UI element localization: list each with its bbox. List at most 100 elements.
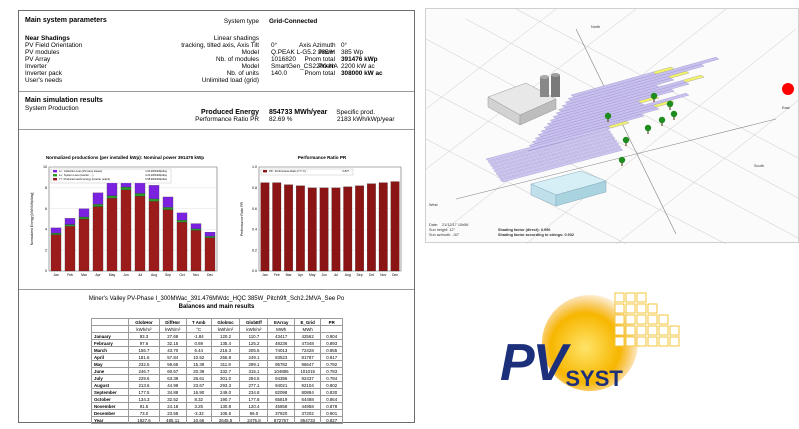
row-label: June bbox=[90, 367, 130, 375]
table-cell: 177.8 bbox=[239, 395, 269, 403]
table-cell: 105.5 bbox=[210, 409, 241, 417]
x-tick-label: Aug bbox=[151, 273, 157, 277]
legend-series-value: 1.03 kWh/kWp/day bbox=[145, 169, 167, 173]
table-subtitle: Balances and main results bbox=[178, 304, 255, 310]
pv-array-label: PV Array bbox=[25, 56, 51, 63]
table-cell: 134.3 bbox=[128, 395, 160, 403]
pv-array-rows bbox=[485, 56, 720, 183]
table-cell: 249.1 bbox=[239, 353, 269, 361]
pvsyst-logo: PVSYST bbox=[500, 283, 710, 403]
logo-cell bbox=[647, 303, 658, 314]
balances-table: GlobHor DiffHor T Amb GlobInc GlobEff EArray E… bbox=[90, 318, 343, 424]
table-cell: 277.1 bbox=[239, 381, 269, 389]
specific-prod-label: Specific prod. bbox=[336, 109, 375, 116]
logo-cell bbox=[636, 336, 647, 347]
table-cell: 301.0 bbox=[210, 374, 241, 382]
logo-cell bbox=[625, 325, 636, 336]
pr-value: 82.69 % bbox=[269, 116, 293, 123]
bar-7a22e0 bbox=[204, 232, 216, 237]
x-tick-label: Oct bbox=[369, 273, 374, 277]
table-cell: 81787 bbox=[293, 353, 322, 361]
bar-9c1c1c bbox=[64, 226, 76, 272]
row-label: November bbox=[90, 402, 130, 410]
bar-9c1c1c bbox=[106, 198, 118, 272]
results-title: Main simulation results bbox=[25, 97, 103, 104]
column-header bbox=[90, 318, 130, 326]
tree-trunk bbox=[673, 115, 675, 120]
legend-series-name: Ls : System Loss (inverter, ...) bbox=[59, 173, 93, 177]
table-cell: 2475.8 bbox=[239, 416, 269, 424]
table-cell: 0.864 bbox=[320, 395, 343, 403]
tree-icon bbox=[666, 100, 674, 108]
row-label: May bbox=[90, 360, 130, 368]
bar-2a9a2a bbox=[92, 204, 104, 207]
produced-energy-label: Produced Energy bbox=[201, 109, 259, 116]
near-shadings-label: Near Shadings bbox=[25, 35, 70, 42]
logo-cell bbox=[647, 325, 658, 336]
y-tick-label: 0.6 bbox=[252, 207, 257, 211]
tree-trunk bbox=[607, 117, 609, 122]
tree-trunk bbox=[621, 161, 623, 166]
tracker-row bbox=[495, 141, 620, 177]
table-cell: 82098 bbox=[267, 388, 295, 396]
table-cell: 44958 bbox=[293, 402, 322, 410]
column-header: EArray bbox=[267, 318, 295, 326]
bar-7a22e0 bbox=[148, 185, 160, 199]
sun-marker[interactable] bbox=[782, 83, 794, 95]
x-tick-label: Jan bbox=[53, 273, 59, 277]
table-cell: 0.784 bbox=[320, 374, 343, 382]
trees bbox=[604, 92, 678, 166]
x-tick-label: Sep bbox=[357, 273, 363, 277]
column-unit: kWh/m² bbox=[239, 325, 269, 333]
legend-box bbox=[50, 168, 172, 184]
column-header: GlobEff bbox=[239, 318, 269, 326]
column-unit: MWh bbox=[267, 325, 295, 333]
table-cell: 72428 bbox=[293, 346, 322, 354]
table-cell: 1927.6 bbox=[128, 416, 160, 424]
units-row: kWh/m² kWh/m² °C kWh/m² kWh/m² MWh MWh bbox=[90, 325, 343, 333]
table-cell: 92437 bbox=[293, 374, 322, 382]
y-tick-label: 10 bbox=[43, 165, 47, 169]
table-cell: 80884 bbox=[293, 388, 322, 396]
substation-wall bbox=[555, 180, 607, 207]
bar-2a9a2a bbox=[148, 198, 160, 202]
north-label: North bbox=[591, 25, 601, 29]
bar-2a9a2a bbox=[134, 193, 146, 197]
logo-sun-icon bbox=[542, 292, 680, 391]
pack-total-label: Pnom total bbox=[304, 70, 335, 77]
y-tick-label: 0.2 bbox=[252, 248, 257, 252]
tree-icon bbox=[622, 136, 630, 144]
table-row: Year 1927.6 485.11 10.66 2645.5 2475.8 872767 8… bbox=[90, 416, 343, 424]
table-cell: 2645.5 bbox=[210, 416, 241, 424]
nb-units-value: 140.0 bbox=[271, 70, 287, 77]
tree-trunk bbox=[661, 121, 663, 126]
bar-9c1c1c bbox=[176, 222, 188, 272]
normalized-production-chart: Normalized productions (per installed kW… bbox=[27, 153, 223, 283]
pnom-label: Pnom bbox=[318, 49, 335, 56]
table-cell: 0.855 bbox=[320, 346, 343, 354]
bar-2a9a2a bbox=[64, 224, 76, 227]
x-tick-label: Feb bbox=[274, 273, 280, 277]
logo-cell bbox=[625, 292, 636, 303]
table-cell: 60.57 bbox=[158, 367, 187, 375]
x-tick-label: Jun bbox=[321, 273, 327, 277]
table-cell: 293.3 bbox=[210, 381, 241, 389]
table-row: March 156.7 43.70 6.44 216.3 205.5 74013 72428 0… bbox=[90, 346, 343, 354]
field-type: tracking, tilted axis, Axis Tilt bbox=[181, 42, 259, 49]
system-type-label: System type bbox=[223, 18, 259, 25]
params-title: Main system parameters bbox=[25, 17, 107, 24]
divider bbox=[19, 91, 414, 92]
column-header: GlobInc bbox=[210, 318, 241, 326]
bar-2a9a2a bbox=[120, 186, 132, 190]
table-cell: 311.9 bbox=[210, 360, 241, 368]
table-cell: 299.1 bbox=[239, 360, 269, 368]
x-tick-label: Apr bbox=[298, 273, 304, 277]
bar-9c1c1c bbox=[92, 206, 104, 272]
inverter-model-value: SmartGen_CS2200-NA bbox=[271, 63, 338, 70]
table-row: January 93.3 27.68 -1.84 120.2 110.7 43417 4256… bbox=[90, 332, 343, 340]
tracker-row bbox=[489, 132, 614, 168]
chart-title: Performance Ratio PR bbox=[298, 155, 347, 160]
shading-3d-view[interactable]: East South West North Date: 21/12/17 10h… bbox=[425, 8, 799, 244]
field-orientation-label: PV Field Orientation bbox=[25, 42, 83, 49]
table-cell: 0.893 bbox=[320, 339, 343, 347]
